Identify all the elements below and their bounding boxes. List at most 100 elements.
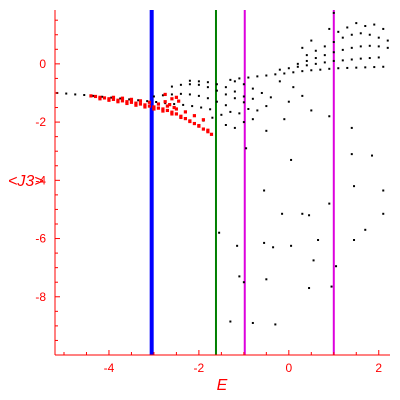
point-s0-35: [242, 101, 245, 104]
point-s0-148: [236, 244, 239, 247]
point-s0-89: [368, 57, 371, 60]
point-s1-36: [170, 112, 174, 116]
point-s0-37: [197, 80, 200, 83]
point-s0-124: [301, 94, 304, 97]
y-axis-label: <J3>: [8, 173, 44, 190]
point-s0-41: [233, 90, 236, 93]
point-s1-29: [107, 98, 111, 102]
point-s0-151: [312, 259, 315, 262]
point-s0-68: [292, 71, 295, 74]
point-s0-112: [328, 27, 331, 30]
point-s1-50: [192, 114, 196, 118]
point-s1-40: [206, 128, 210, 132]
point-s0-18: [152, 95, 155, 98]
point-s0-115: [355, 22, 358, 25]
x-tick-label: 0: [285, 361, 292, 375]
point-s1-45: [147, 100, 152, 104]
point-s0-133: [290, 158, 293, 161]
point-s0-64: [256, 75, 259, 78]
point-s0-43: [251, 97, 254, 100]
x-tick-label: -4: [104, 361, 115, 375]
point-s0-84: [323, 61, 326, 64]
point-s0-65: [265, 74, 268, 77]
point-s0-125: [287, 100, 290, 103]
point-s0-51: [220, 113, 223, 116]
point-s0-59: [242, 121, 245, 124]
point-s1-1: [93, 94, 98, 99]
point-s1-14: [152, 105, 156, 109]
point-s0-121: [301, 46, 304, 49]
point-s1-13: [147, 104, 152, 108]
point-s1-5: [111, 97, 116, 101]
x-axis-label: E: [217, 377, 228, 394]
point-s0-140: [281, 212, 284, 215]
point-s0-110: [377, 36, 380, 39]
point-s1-48: [174, 107, 179, 111]
point-s1-15: [156, 106, 161, 110]
point-s0-5: [101, 95, 104, 98]
point-s0-4: [92, 94, 95, 97]
point-s0-23: [197, 94, 200, 97]
point-s0-61: [229, 78, 232, 81]
point-s0-2: [74, 93, 77, 96]
point-s1-54: [172, 105, 176, 110]
point-s0-7: [119, 97, 122, 100]
point-s0-50: [211, 116, 214, 119]
point-s0-42: [242, 95, 245, 98]
point-s1-47: [165, 104, 170, 108]
point-s0-132: [371, 154, 374, 157]
point-s0-127: [283, 118, 286, 121]
point-s0-46: [251, 87, 254, 90]
point-s0-119: [332, 11, 335, 14]
point-s0-27: [170, 85, 173, 88]
point-s0-91: [296, 62, 299, 65]
point-s0-60: [251, 118, 254, 121]
point-s0-147: [290, 244, 293, 247]
point-s1-51: [201, 118, 205, 122]
point-s0-101: [386, 46, 389, 49]
point-s0-118: [382, 27, 385, 30]
point-s0-93: [314, 57, 317, 60]
point-s0-21: [179, 92, 182, 95]
point-s0-106: [341, 36, 344, 39]
point-s1-23: [192, 121, 196, 126]
point-s0-69: [301, 70, 304, 73]
point-s0-156: [308, 287, 311, 290]
point-s0-8: [128, 98, 131, 101]
point-s0-58: [233, 126, 236, 129]
axes: -4 -2 0 2 0 -2 -4 -6 -8: [35, 10, 390, 375]
point-s1-38: [188, 119, 192, 124]
point-s0-150: [272, 246, 275, 249]
point-s1-8: [125, 100, 129, 104]
axis-labels: E <J3>: [8, 173, 228, 394]
point-s0-13: [173, 103, 176, 106]
point-s1-3: [102, 96, 107, 100]
point-s0-141: [308, 214, 311, 217]
point-s0-128: [328, 115, 331, 118]
point-s0-74: [346, 66, 349, 69]
point-s0-155: [242, 281, 245, 284]
point-s0-57: [224, 124, 227, 126]
point-s1-18: [170, 110, 174, 114]
point-s0-80: [287, 67, 290, 70]
point-s0-66: [274, 73, 277, 76]
point-s0-55: [256, 109, 259, 112]
point-s1-25: [201, 127, 205, 131]
point-s0-137: [382, 189, 385, 192]
point-s1-30: [116, 100, 120, 104]
point-s0-131: [350, 153, 353, 156]
point-s1-43: [129, 97, 134, 101]
point-s0-159: [251, 321, 254, 324]
point-s0-122: [278, 80, 281, 83]
point-s0-114: [346, 26, 349, 29]
point-s1-11: [138, 102, 143, 106]
point-s0-67: [283, 72, 286, 75]
point-s0-25: [215, 100, 218, 103]
point-s1-27: [209, 132, 214, 136]
point-s1-46: [156, 102, 161, 106]
point-s0-82: [305, 64, 308, 67]
point-s1-19: [174, 112, 179, 116]
point-s0-138: [328, 202, 331, 205]
point-s1-57: [174, 95, 179, 99]
point-s1-39: [197, 123, 201, 128]
